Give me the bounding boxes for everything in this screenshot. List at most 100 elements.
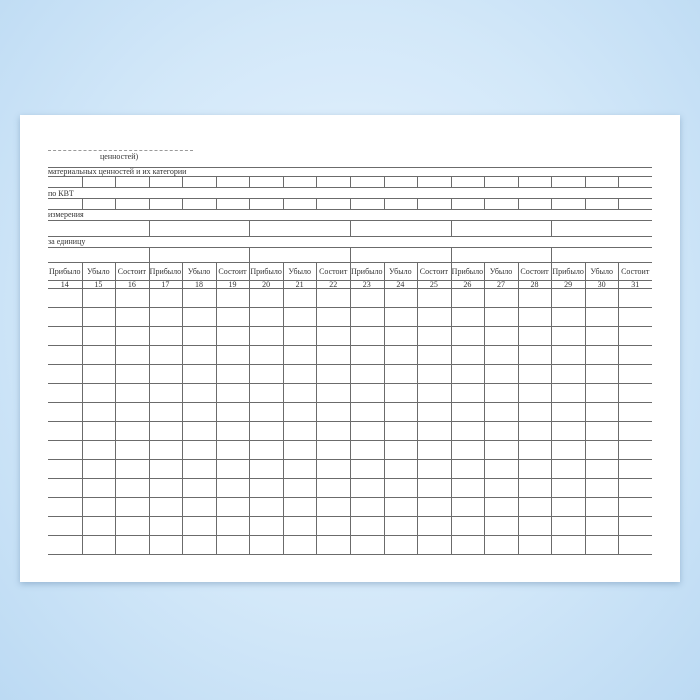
column-line	[484, 176, 486, 187]
column-line	[182, 198, 184, 209]
row-line	[48, 554, 652, 555]
column-line	[249, 220, 251, 236]
column-header: Убыло	[389, 267, 412, 276]
label-category: материальных ценностей и их категории	[48, 167, 187, 176]
column-line	[450, 198, 452, 209]
column-number: 20	[262, 280, 271, 289]
column-line	[350, 198, 351, 209]
column-line	[148, 176, 150, 187]
column-line	[517, 176, 519, 187]
column-number: 30	[597, 280, 606, 289]
column-line	[450, 176, 452, 187]
column-line	[450, 262, 452, 554]
column-line	[584, 198, 586, 209]
column-line	[551, 220, 553, 236]
column-line	[316, 262, 318, 554]
column-header: Прибыло	[552, 267, 584, 276]
column-line	[484, 262, 486, 554]
column-line	[618, 176, 620, 187]
column-line	[551, 262, 553, 554]
column-line	[282, 176, 284, 187]
column-line	[350, 176, 351, 187]
column-header: Прибыло	[451, 267, 484, 276]
column-line	[618, 262, 620, 554]
column-header: Убыло	[288, 267, 311, 276]
column-header: Прибыло	[149, 267, 182, 276]
column-number: 29	[564, 280, 573, 289]
column-line	[450, 220, 452, 236]
column-header: Состоит	[419, 267, 449, 276]
column-number: 23	[362, 280, 371, 289]
column-header: Состоит	[319, 267, 348, 276]
column-line	[115, 198, 117, 209]
column-line	[148, 262, 150, 554]
column-number: 19	[228, 280, 237, 289]
column-header: Убыло	[187, 267, 211, 276]
column-line	[81, 198, 83, 209]
column-line	[81, 262, 83, 554]
column-line	[383, 176, 385, 187]
column-line	[182, 176, 184, 187]
column-line	[215, 198, 217, 209]
label-unit: измерения	[48, 210, 84, 219]
column-line	[450, 247, 452, 262]
column-number: 22	[329, 280, 338, 289]
column-line	[551, 247, 553, 262]
column-number: 16	[127, 280, 136, 289]
column-line	[148, 198, 150, 209]
column-line	[517, 198, 519, 209]
column-line	[383, 262, 385, 554]
column-line	[249, 247, 251, 262]
column-header: Состоит	[218, 267, 247, 276]
column-number: 28	[530, 280, 539, 289]
column-line	[282, 262, 284, 554]
signature-line	[48, 150, 193, 151]
column-line	[249, 262, 251, 554]
column-number: 21	[295, 280, 304, 289]
form-sheet: ценностей) материальных ценностей и их к…	[20, 115, 680, 582]
row-line	[48, 209, 652, 210]
column-header: Убыло	[590, 267, 613, 276]
column-line	[350, 262, 351, 554]
column-line	[551, 198, 553, 209]
label-kvt: по КВТ	[48, 189, 74, 198]
row-line	[48, 167, 652, 168]
column-header: Прибыло	[351, 267, 383, 276]
column-header: Прибыло	[49, 267, 81, 276]
column-number: 26	[463, 280, 472, 289]
column-number: 27	[496, 280, 505, 289]
column-line	[215, 176, 217, 187]
column-line	[618, 198, 620, 209]
column-line	[316, 198, 318, 209]
column-number: 24	[396, 280, 405, 289]
column-header: Состоит	[621, 267, 650, 276]
column-header: Убыло	[87, 267, 110, 276]
column-header: Прибыло	[250, 267, 282, 276]
column-line	[417, 198, 419, 209]
column-line	[584, 262, 586, 554]
column-line	[148, 247, 150, 262]
column-line	[350, 220, 351, 236]
column-number: 14	[60, 280, 69, 289]
column-line	[316, 176, 318, 187]
column-line	[383, 198, 385, 209]
caption-values: ценностей)	[100, 152, 139, 161]
column-line	[551, 176, 553, 187]
column-number: 18	[194, 280, 203, 289]
column-line	[148, 220, 150, 236]
column-line	[115, 262, 117, 554]
column-line	[182, 262, 184, 554]
column-line	[417, 176, 419, 187]
column-line	[249, 176, 251, 187]
column-line	[115, 176, 117, 187]
column-header: Убыло	[489, 267, 513, 276]
column-line	[249, 198, 251, 209]
column-line	[417, 262, 419, 554]
column-line	[215, 262, 217, 554]
column-line	[282, 198, 284, 209]
column-line	[484, 198, 486, 209]
column-number: 17	[161, 280, 170, 289]
column-line	[584, 176, 586, 187]
label-price: за единицу	[48, 237, 86, 246]
column-line	[350, 247, 351, 262]
